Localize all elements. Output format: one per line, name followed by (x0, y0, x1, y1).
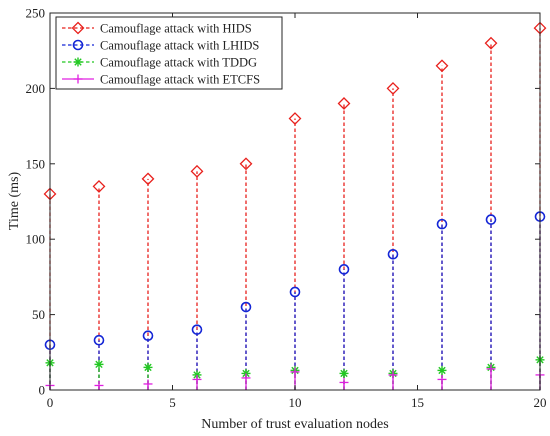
legend-label: Camouflage attack with ETCFS (100, 72, 260, 86)
data-point (289, 286, 301, 298)
legend-label: Camouflage attack with HIDS (100, 21, 252, 35)
x-tick-label: 0 (47, 395, 54, 410)
y-tick-label: 100 (26, 232, 46, 247)
legend-marker (73, 74, 83, 84)
data-point (290, 367, 300, 377)
data-point (239, 157, 253, 171)
y-tick-label: 0 (39, 383, 46, 398)
data-point (92, 180, 106, 193)
data-point (337, 97, 351, 110)
legend-label: Camouflage attack with TDDG (100, 55, 257, 69)
data-point (387, 248, 399, 260)
data-point (142, 330, 154, 342)
data-point (288, 112, 302, 125)
data-point (143, 362, 153, 372)
y-axis-title: Time (ms) (7, 172, 22, 231)
data-point (388, 370, 398, 380)
data-point (240, 301, 252, 313)
legend-label: Camouflage attack with LHIDS (100, 38, 259, 52)
data-point (143, 379, 153, 389)
data-point (93, 334, 105, 346)
legend-marker (72, 39, 84, 51)
data-point (436, 218, 448, 230)
x-tick-label: 5 (169, 395, 176, 410)
data-point (141, 172, 155, 186)
y-tick-label: 150 (26, 156, 46, 171)
data-point (437, 374, 447, 384)
data-point (437, 365, 447, 375)
data-point (192, 374, 202, 384)
data-point (486, 364, 496, 374)
legend: Camouflage attack with HIDS Camouflage at… (55, 16, 283, 90)
data-point (435, 59, 449, 73)
data-point (94, 380, 104, 390)
data-point (338, 264, 350, 275)
data-point (191, 324, 203, 335)
legend-box (55, 16, 283, 90)
legend-marker (71, 21, 85, 35)
data-point (484, 36, 498, 50)
data-point (485, 214, 497, 225)
data-point (339, 368, 349, 378)
data-point (339, 377, 349, 387)
y-tick-label: 200 (26, 81, 46, 96)
x-tick-label: 20 (534, 395, 547, 410)
legend-marker (73, 57, 83, 67)
x-axis-title: Number of trust evaluation nodes (201, 417, 388, 432)
data-point (241, 373, 251, 383)
x-tick-label: 10 (289, 395, 302, 410)
y-tick-label: 250 (26, 6, 46, 21)
x-tick-label: 15 (411, 395, 424, 410)
data-point (386, 81, 400, 95)
data-point (94, 359, 104, 369)
data-point (190, 164, 204, 178)
y-tick-label: 50 (32, 307, 45, 322)
